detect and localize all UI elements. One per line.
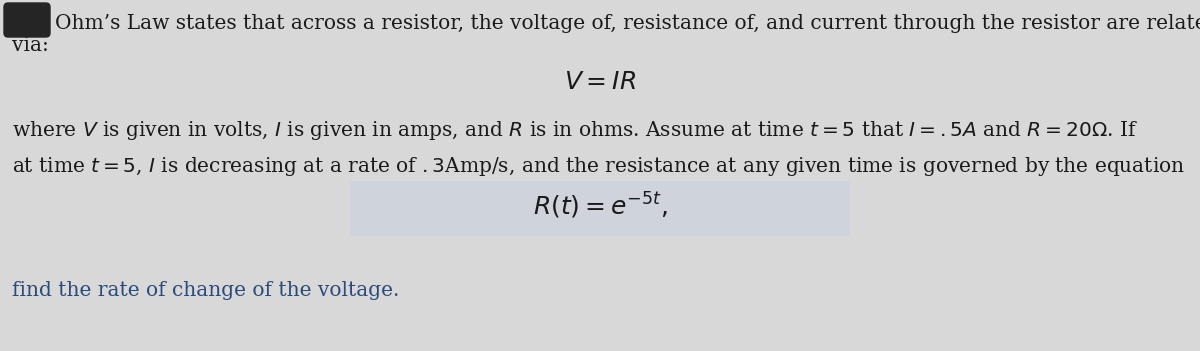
- Text: $V = IR$: $V = IR$: [564, 71, 636, 94]
- FancyBboxPatch shape: [350, 181, 850, 236]
- Text: $R(t) = e^{-5t},$: $R(t) = e^{-5t},$: [533, 191, 667, 221]
- Text: where $V$ is given in volts, $I$ is given in amps, and $R$ is in ohms. Assume at: where $V$ is given in volts, $I$ is give…: [12, 119, 1138, 142]
- Text: at time $t = 5$, $I$ is decreasing at a rate of $.3$Amp/s, and the resistance at: at time $t = 5$, $I$ is decreasing at a …: [12, 155, 1186, 178]
- Text: via:: via:: [12, 36, 49, 55]
- Text: Ohm’s Law states that across a resistor, the voltage of, resistance of, and curr: Ohm’s Law states that across a resistor,…: [55, 14, 1200, 33]
- Text: find the rate of change of the voltage.: find the rate of change of the voltage.: [12, 281, 400, 300]
- FancyBboxPatch shape: [4, 3, 50, 37]
